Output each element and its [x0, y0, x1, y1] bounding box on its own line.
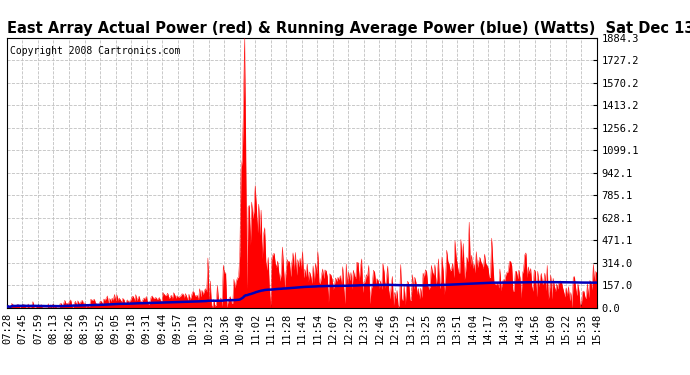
Text: East Array Actual Power (red) & Running Average Power (blue) (Watts)  Sat Dec 13: East Array Actual Power (red) & Running …: [7, 21, 690, 36]
Text: Copyright 2008 Cartronics.com: Copyright 2008 Cartronics.com: [10, 46, 180, 56]
